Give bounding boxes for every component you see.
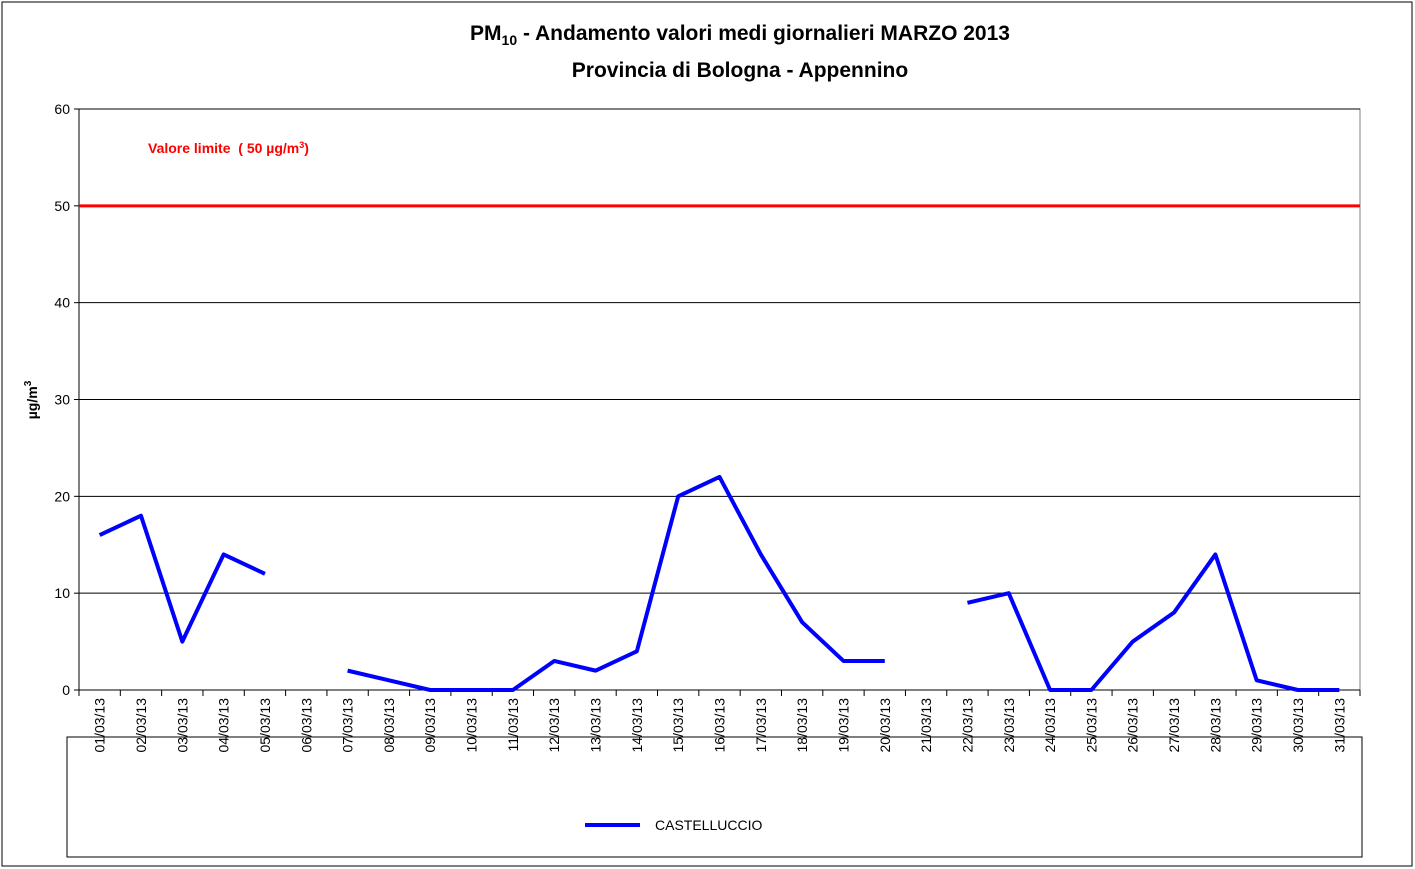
y-tick-label: 20 bbox=[54, 488, 70, 504]
x-tick-label: 05/03/13 bbox=[257, 698, 273, 753]
data-line bbox=[98, 474, 1340, 692]
chart-subtitle: Provincia di Bologna - Appennino bbox=[572, 59, 908, 82]
x-tick-label: 09/03/13 bbox=[422, 698, 438, 753]
y-tick-label: 60 bbox=[54, 101, 70, 117]
legend-label: CASTELLUCCIO bbox=[655, 817, 762, 833]
y-tick-label: 30 bbox=[54, 392, 70, 408]
x-tick-label: 25/03/13 bbox=[1083, 698, 1099, 753]
x-tick-label: 14/03/13 bbox=[629, 698, 645, 753]
y-tick-label: 0 bbox=[62, 682, 70, 698]
y-tick-label: 40 bbox=[54, 295, 70, 311]
x-tick-label: 02/03/13 bbox=[133, 698, 149, 753]
threshold-label-superscript: 3 bbox=[299, 140, 304, 150]
threshold-label-end: ) bbox=[304, 140, 309, 156]
x-tick-label: 13/03/13 bbox=[588, 698, 604, 753]
y-tick-label: 10 bbox=[54, 585, 70, 601]
x-tick-label: 01/03/13 bbox=[92, 698, 108, 753]
x-tick-label: 29/03/13 bbox=[1249, 698, 1265, 753]
chart-title: PM10 - Andamento valori medi giornalieri… bbox=[470, 22, 1010, 48]
title-main: PM bbox=[470, 22, 502, 45]
y-tick-label: 50 bbox=[54, 198, 70, 214]
x-tick-label: 06/03/13 bbox=[298, 698, 314, 753]
title-rest: - Andamento valori medi giornalieri MARZ… bbox=[517, 22, 1010, 45]
x-tick-label: 24/03/13 bbox=[1042, 698, 1058, 753]
x-tick-label: 17/03/13 bbox=[753, 698, 769, 753]
x-tick-label: 20/03/13 bbox=[877, 698, 893, 753]
legend-box bbox=[66, 736, 1363, 858]
y-axis-label: µg/m3 bbox=[23, 380, 40, 419]
x-tick-label: 19/03/13 bbox=[835, 698, 851, 753]
x-tick-label: 18/03/13 bbox=[794, 698, 810, 753]
y-label-superscript: 3 bbox=[23, 380, 34, 386]
x-tick-label: 07/03/13 bbox=[340, 698, 356, 753]
x-tick-label: 04/03/13 bbox=[216, 698, 232, 753]
x-tick-label: 08/03/13 bbox=[381, 698, 397, 753]
x-tick-label: 21/03/13 bbox=[918, 698, 934, 753]
x-tick-label: 26/03/13 bbox=[1125, 698, 1141, 753]
x-tick-label: 31/03/13 bbox=[1331, 698, 1347, 753]
x-tick-label: 11/03/13 bbox=[505, 698, 521, 752]
x-tick-label: 12/03/13 bbox=[546, 698, 562, 753]
threshold-label-main: Valore limite ( 50 µg/m bbox=[148, 140, 299, 156]
y-label-main: µg/m bbox=[24, 386, 40, 419]
x-tick-label: 16/03/13 bbox=[712, 698, 728, 753]
threshold-label: Valore limite ( 50 µg/m3) bbox=[148, 140, 309, 156]
x-tick-label: 22/03/13 bbox=[959, 698, 975, 753]
title-subscript: 10 bbox=[502, 32, 518, 48]
x-tick-label: 27/03/13 bbox=[1166, 698, 1182, 753]
x-tick-label: 30/03/13 bbox=[1290, 698, 1306, 753]
x-tick-label: 28/03/13 bbox=[1207, 698, 1223, 753]
x-tick-label: 03/03/13 bbox=[174, 698, 190, 753]
x-tick-label: 23/03/13 bbox=[1001, 698, 1017, 753]
x-tick-label: 15/03/13 bbox=[670, 698, 686, 753]
x-tick-label: 10/03/13 bbox=[464, 698, 480, 753]
